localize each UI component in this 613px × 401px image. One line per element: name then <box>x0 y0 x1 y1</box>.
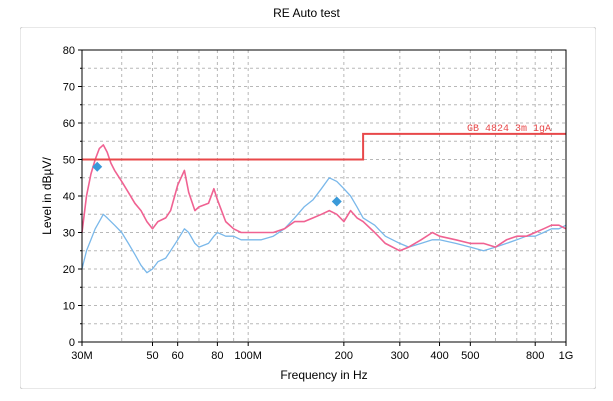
x-tick-label: 1G <box>559 350 574 362</box>
x-tick-label: 500 <box>461 350 479 362</box>
y-axis-label: Level in dBµV/ <box>40 157 54 235</box>
x-tick-label: 80 <box>211 350 223 362</box>
tick-layer: 0 10 20 30 40 50 60 70 80 30M 50 60 80 100M 200 300 400 5… <box>63 45 574 362</box>
x-tick-label: 30M <box>71 350 92 362</box>
y-tick-label: 70 <box>63 82 75 94</box>
chart-title: RE Auto test <box>273 6 340 20</box>
y-tick-label: 50 <box>63 155 75 167</box>
x-tick-label: 200 <box>335 350 353 362</box>
y-tick-label: 60 <box>63 118 75 130</box>
peak-marker <box>331 196 342 207</box>
limit-line <box>82 132 566 161</box>
blue-trace-line <box>81 177 567 274</box>
plot-frame <box>20 27 596 389</box>
trace-layer <box>81 144 567 274</box>
pink-trace-line <box>81 144 567 252</box>
y-tick-label: 20 <box>63 264 75 276</box>
peak-marker <box>92 161 103 172</box>
x-tick-label: 100M <box>234 350 262 362</box>
limit-label: GB 4824 3m 1gA <box>467 124 551 135</box>
grid-layer <box>82 50 566 342</box>
x-tick-label: 400 <box>430 350 448 362</box>
chart-svg: 0 10 20 30 40 50 60 70 80 30M 50 60 80 100M 200 300 400 5… <box>20 27 596 389</box>
y-tick-label: 0 <box>69 337 75 349</box>
x-tick-label: 300 <box>391 350 409 362</box>
y-tick-label: 30 <box>63 228 75 240</box>
marker-layer <box>92 161 342 207</box>
x-tick-label: 60 <box>172 350 184 362</box>
y-tick-label: 10 <box>63 301 75 313</box>
y-tick-label: 80 <box>63 45 75 57</box>
x-tick-label: 50 <box>146 350 158 362</box>
x-axis-label: Frequency in Hz <box>280 368 367 382</box>
y-tick-label: 40 <box>63 191 75 203</box>
limit-layer <box>82 132 566 161</box>
plot-panel: 0 10 20 30 40 50 60 70 80 30M 50 60 80 100M 200 300 400 5… <box>20 27 596 389</box>
x-tick-label: 800 <box>526 350 544 362</box>
